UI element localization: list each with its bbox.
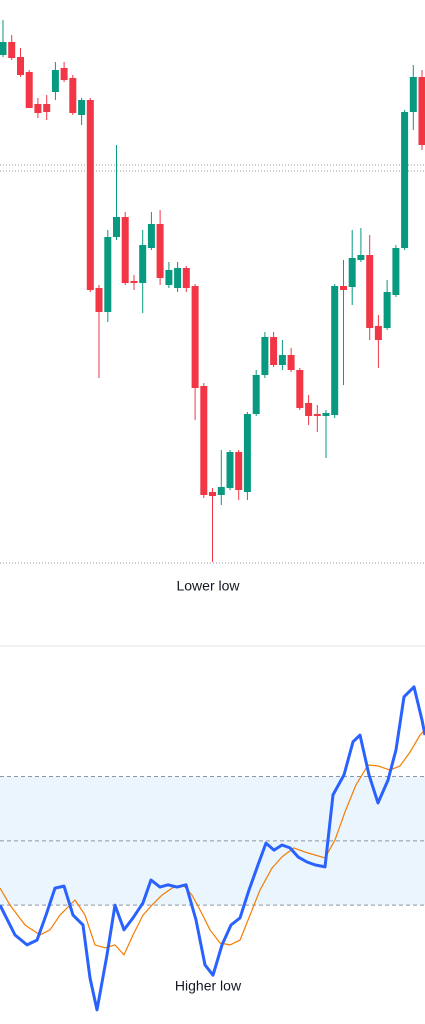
candle-body (147, 224, 155, 248)
annotation: Lower low (176, 578, 240, 594)
candle-body (287, 355, 295, 370)
candle-body (17, 57, 24, 75)
candle-body (174, 268, 182, 288)
candle-body (25, 72, 33, 108)
candle-body (104, 237, 112, 312)
candle-body (200, 386, 208, 495)
candle-body (366, 255, 374, 328)
candle-body (51, 70, 59, 92)
candle-body (209, 492, 216, 496)
candle-body (383, 292, 391, 328)
candle-body (130, 281, 138, 283)
candle-body (60, 68, 68, 80)
candle-body (121, 217, 129, 283)
candle-body (313, 414, 321, 416)
candle-body (374, 326, 382, 340)
candle-body (8, 42, 16, 58)
candle-body (296, 370, 304, 408)
candle-body (0, 42, 7, 55)
candle-body (261, 337, 269, 375)
candle-body (305, 403, 313, 416)
candle-body (418, 77, 425, 145)
candle-body (226, 452, 234, 488)
candle-body (252, 375, 260, 414)
candle-body (34, 104, 42, 113)
candle-body (78, 100, 86, 115)
candle-body (243, 414, 251, 492)
candle-body (156, 224, 164, 278)
candle-body (191, 286, 199, 388)
candle-body (270, 337, 278, 365)
candle-body (43, 104, 51, 112)
background-layer (0, 164, 425, 906)
marks-layer (0, 20, 425, 1012)
candle-body (401, 112, 409, 248)
candle-body (95, 288, 103, 312)
candle-body (182, 268, 190, 288)
candle-body (357, 255, 365, 260)
candle-body (340, 286, 347, 290)
candle-body (348, 258, 356, 287)
candle-body (139, 245, 147, 283)
candle-body (165, 270, 173, 285)
candle-body (392, 248, 400, 295)
signal-line (0, 729, 425, 956)
candle-body (235, 452, 243, 490)
candle-body (278, 355, 286, 365)
candle-body (86, 100, 94, 290)
candle-body (409, 77, 417, 112)
candle-body (322, 413, 330, 416)
rsi-line (0, 685, 425, 1012)
annotation: Higher low (175, 978, 242, 994)
candle-body (217, 487, 225, 495)
candle-body (69, 78, 77, 113)
candle-body (113, 217, 120, 237)
candle-body (331, 286, 339, 415)
